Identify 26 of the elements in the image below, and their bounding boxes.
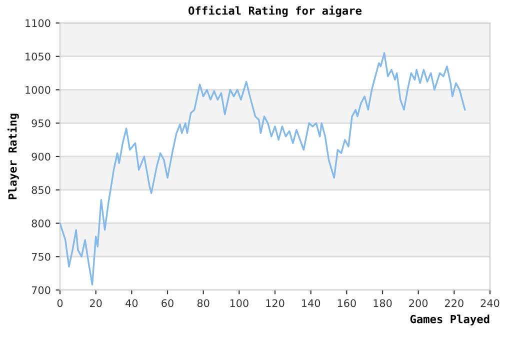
line-series bbox=[60, 52, 466, 286]
y-tick-label: 1000 bbox=[26, 86, 50, 94]
x-tick-label: 80 bbox=[197, 299, 210, 308]
x-tick-label: 100 bbox=[230, 299, 248, 308]
x-axis-title: Games Played bbox=[410, 314, 490, 326]
x-tick-label: 220 bbox=[444, 299, 464, 308]
chart-title: Official Rating for aigare bbox=[188, 6, 362, 17]
y-axis-title: Player Rating bbox=[8, 114, 19, 200]
x-tick-label: 20 bbox=[90, 299, 102, 308]
y-tick-label: 900 bbox=[32, 152, 50, 161]
x-tick-label: 180 bbox=[374, 299, 392, 308]
y-tick-label: 750 bbox=[32, 252, 50, 261]
y-tick-label: 700 bbox=[32, 286, 50, 294]
x-tick-label: 200 bbox=[409, 299, 428, 308]
x-tick-label: 60 bbox=[162, 299, 174, 308]
y-tick-label: 850 bbox=[32, 186, 50, 194]
x-tick-label: 120 bbox=[266, 299, 284, 308]
x-tick-label: 140 bbox=[302, 299, 320, 308]
x-tick-label: 160 bbox=[338, 299, 356, 308]
y-tick-label: 1050 bbox=[26, 52, 50, 60]
y-tick-label: 800 bbox=[32, 219, 50, 228]
y-tick-label: 1100 bbox=[26, 19, 50, 28]
x-tick-label: 240 bbox=[480, 299, 500, 308]
x-tick-label: 40 bbox=[126, 299, 138, 308]
y-tick-label: 950 bbox=[32, 119, 50, 128]
x-tick-label: 0 bbox=[57, 299, 63, 308]
